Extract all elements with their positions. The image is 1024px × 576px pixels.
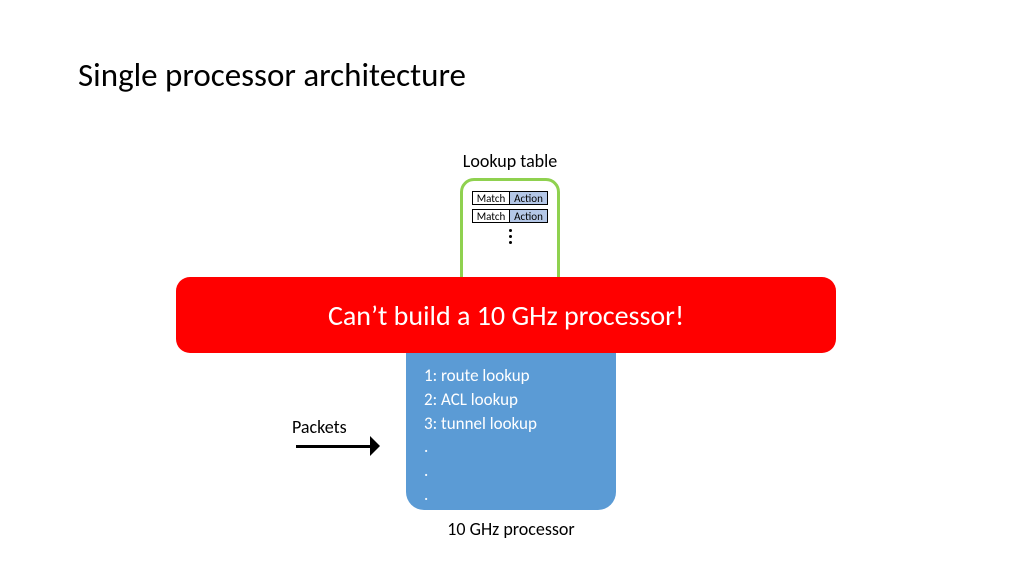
ellipsis-dots (463, 229, 557, 244)
processor-step: 1: route lookup (424, 364, 616, 388)
arrow-shaft (296, 445, 370, 448)
packets-label: Packets (292, 416, 347, 438)
dot-icon (509, 229, 512, 232)
processor-box: 1: route lookup 2: ACL lookup 3: tunnel … (406, 330, 616, 510)
processor-step: 3: tunnel lookup (424, 412, 616, 436)
processor-step: 2: ACL lookup (424, 388, 616, 412)
slide-canvas: Single processor architecture Lookup tab… (0, 0, 1024, 576)
action-cell: Action (510, 209, 548, 223)
dot-icon (509, 241, 512, 244)
processor-label: 10 GHz processor (406, 518, 616, 540)
action-cell: Action (510, 191, 548, 205)
lookup-table-label: Lookup table (430, 150, 590, 172)
processor-steps: 1: route lookup 2: ACL lookup 3: tunnel … (406, 330, 616, 531)
lookup-row: Match Action (472, 191, 548, 205)
dot-icon (509, 235, 512, 238)
lookup-rows: Match Action Match Action (463, 181, 557, 244)
processor-step: . (424, 435, 616, 459)
processor-step: . (424, 459, 616, 483)
slide-title: Single processor architecture (78, 55, 466, 95)
match-cell: Match (472, 191, 510, 205)
match-cell: Match (472, 209, 510, 223)
packets-arrow-icon (296, 436, 380, 456)
arrow-head-icon (370, 436, 380, 456)
warning-callout: Can’t build a 10 GHz processor! (176, 277, 836, 353)
processor-step: . (424, 483, 616, 507)
lookup-row: Match Action (472, 209, 548, 223)
